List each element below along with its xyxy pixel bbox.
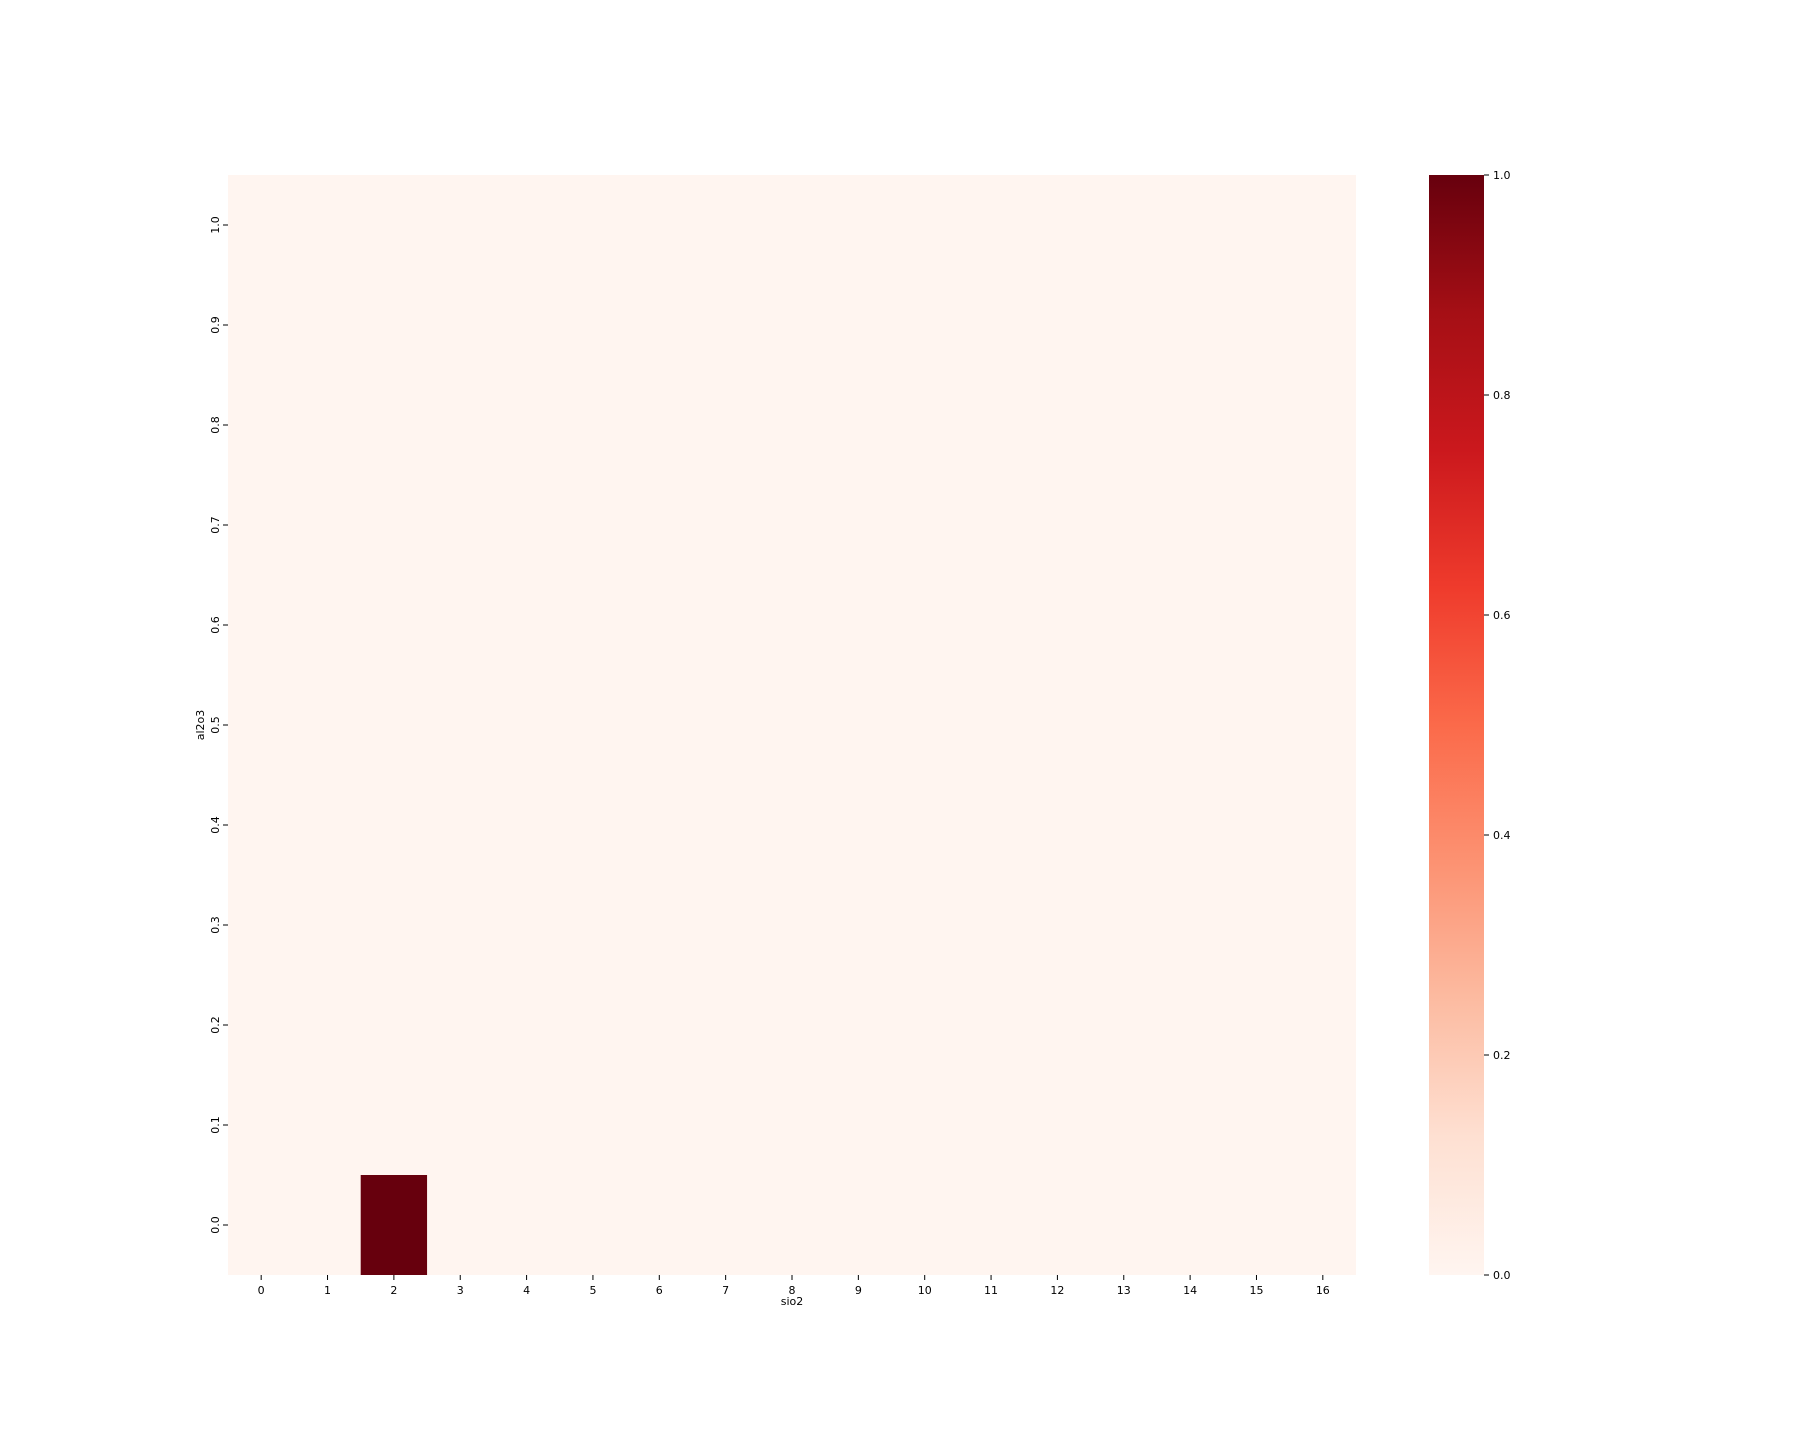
x-tick-label: 12 [1050, 1284, 1064, 1297]
x-tick-label: 9 [855, 1284, 862, 1297]
plot-area-background [228, 175, 1356, 1275]
y-tick-label: 0.6 [209, 616, 222, 634]
x-tick-label: 4 [523, 1284, 530, 1297]
y-tick-label: 0.3 [209, 916, 222, 934]
x-tick-label: 7 [722, 1284, 729, 1297]
y-tick-label: 0.9 [209, 316, 222, 334]
y-axis-label: al2o3 [194, 710, 207, 741]
y-tick-label: 0.1 [209, 1116, 222, 1134]
x-tick-label: 8 [789, 1284, 796, 1297]
colorbar-tick-label: 0.4 [1493, 829, 1511, 842]
x-tick-label: 3 [457, 1284, 464, 1297]
colorbar-axis: 0.0 0.2 0.4 0.6 0.8 1.0 [1484, 169, 1511, 1282]
x-tick-label: 10 [918, 1284, 932, 1297]
x-tick-label: 2 [390, 1284, 397, 1297]
x-axis-label: sio2 [781, 1295, 804, 1308]
y-tick-label: 0.7 [209, 516, 222, 534]
y-tick-label: 0.4 [209, 816, 222, 834]
y-tick-label: 1.0 [209, 216, 222, 234]
x-axis: 0 1 2 3 4 5 6 7 8 9 10 11 12 13 14 15 16 [258, 1275, 1330, 1297]
x-tick-label: 5 [589, 1284, 596, 1297]
heatmap-cell [360, 1175, 428, 1275]
colorbar-tick-label: 1.0 [1493, 169, 1511, 182]
y-tick-label: 0.8 [209, 416, 222, 434]
colorbar-tick-label: 0.6 [1493, 609, 1511, 622]
x-tick-label: 14 [1183, 1284, 1197, 1297]
x-tick-label: 13 [1117, 1284, 1131, 1297]
x-tick-label: 0 [258, 1284, 265, 1297]
y-tick-label: 0.0 [209, 1216, 222, 1234]
y-tick-label: 0.5 [209, 716, 222, 734]
x-tick-label: 16 [1316, 1284, 1330, 1297]
y-axis: 0.0 0.1 0.2 0.3 0.4 0.5 0.6 0.7 0.8 0.9 1.0 [209, 216, 228, 1234]
x-tick-label: 11 [984, 1284, 998, 1297]
colorbar-tick-label: 0.8 [1493, 389, 1511, 402]
x-tick-label: 6 [656, 1284, 663, 1297]
colorbar [1429, 175, 1484, 1275]
y-tick-label: 0.2 [209, 1016, 222, 1034]
heatmap-cells [360, 1175, 428, 1275]
x-tick-label: 15 [1249, 1284, 1263, 1297]
colorbar-tick-label: 0.0 [1493, 1269, 1511, 1282]
colorbar-tick-label: 0.2 [1493, 1049, 1511, 1062]
x-tick-label: 1 [324, 1284, 331, 1297]
